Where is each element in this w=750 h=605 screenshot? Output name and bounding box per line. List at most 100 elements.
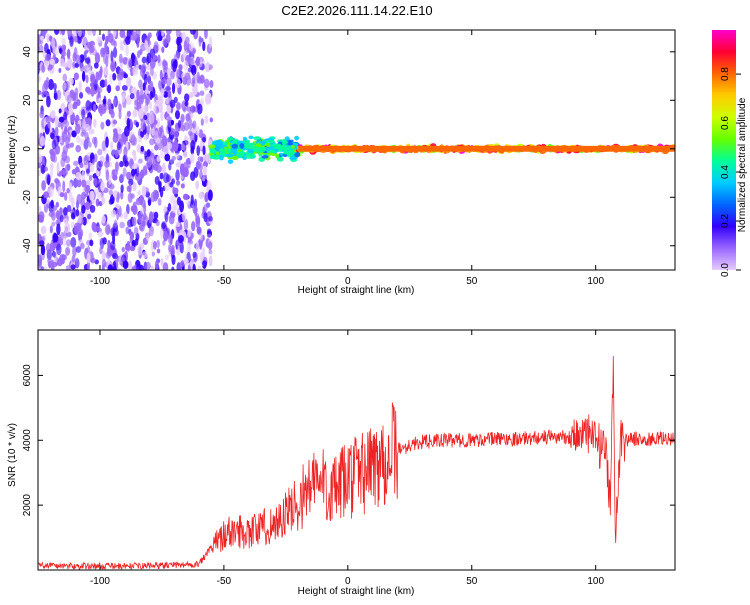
heatmap-cell	[104, 41, 108, 53]
heatmap-cell	[81, 170, 86, 182]
heatmap-cell	[137, 135, 143, 143]
heatmap-cell	[135, 64, 139, 71]
heatmap-cell	[122, 167, 127, 177]
heatmap-cell	[159, 172, 164, 180]
heatmap-cell	[81, 179, 87, 188]
heatmap-cell	[66, 48, 71, 60]
heatmap-cell	[65, 239, 71, 247]
heatmap-cell	[146, 52, 152, 64]
heatmap-cell	[149, 138, 155, 146]
heatmap-cell	[63, 218, 68, 224]
heatmap-cell	[194, 125, 200, 136]
heatmap-cell	[40, 266, 45, 270]
heatmap-cell	[110, 50, 114, 63]
heatmap-cell	[183, 121, 190, 131]
heatmap-cell	[202, 175, 206, 182]
heatmap-cell	[135, 121, 140, 128]
heatmap-cell	[82, 216, 87, 226]
heatmap-cell	[155, 137, 161, 144]
heatmap-cell	[72, 52, 77, 63]
heatmap-cell	[136, 143, 141, 153]
heatmap-cell	[38, 240, 45, 246]
heatmap-cell	[208, 35, 213, 48]
heatmap-cell	[147, 32, 152, 39]
heatmap-cell	[101, 215, 106, 224]
heatmap-cell	[144, 150, 148, 159]
heatmap-cell	[287, 141, 294, 146]
heatmap-cell	[85, 74, 89, 84]
heatmap-cell	[107, 84, 112, 94]
heatmap-cell	[90, 86, 95, 97]
heatmap-cell	[195, 180, 199, 189]
heatmap-cell	[39, 110, 45, 119]
heatmap-cell	[222, 141, 228, 146]
heatmap-cell	[121, 93, 126, 103]
heatmap-cell	[162, 38, 168, 47]
snr-xlabel: Height of straight line (km)	[298, 586, 415, 597]
heatmap-cell	[119, 40, 124, 50]
heatmap-cell	[107, 33, 114, 44]
heatmap-cell	[130, 193, 135, 199]
heatmap-cell	[203, 212, 208, 223]
heatmap-cell	[143, 212, 147, 221]
heatmap-cell	[105, 136, 109, 148]
heatmap-cell	[62, 62, 69, 68]
heatmap-cell	[203, 78, 210, 89]
heatmap-cell	[73, 160, 79, 166]
heatmap-cell	[78, 80, 83, 93]
heatmap-cell	[167, 90, 172, 98]
heatmap-cell	[48, 262, 52, 269]
heatmap-cell	[59, 135, 63, 143]
heatmap-cell	[47, 258, 53, 264]
heatmap-cell	[167, 136, 173, 144]
heatmap-cell	[294, 135, 299, 141]
spectrogram-ticks: -100 -50 0 50 100 -40 -20 0 20 40	[22, 30, 675, 287]
heatmap-cell	[146, 124, 151, 136]
heatmap-cell	[196, 71, 200, 84]
heatmap-cell	[167, 233, 173, 245]
heatmap-cell	[112, 128, 118, 134]
heatmap-cell	[229, 148, 238, 153]
heatmap-cell	[141, 220, 146, 227]
x-tick-label: -50	[217, 576, 232, 587]
heatmap-cell	[131, 266, 135, 270]
heatmap-cell	[108, 189, 113, 196]
heatmap-cell	[56, 243, 62, 256]
heatmap-cell	[140, 145, 145, 152]
heatmap-cell	[88, 232, 93, 241]
heatmap-cell	[137, 158, 143, 164]
heatmap-cell	[208, 144, 217, 149]
heatmap-cell	[139, 48, 143, 55]
heatmap-cell	[156, 248, 161, 254]
heatmap-cell	[82, 119, 86, 129]
heatmap-cell	[59, 207, 63, 215]
heatmap-cell	[110, 141, 114, 151]
heatmap-cell	[94, 52, 101, 65]
heatmap-cell	[206, 232, 212, 239]
heatmap-cell	[51, 221, 56, 227]
heatmap-cell	[265, 142, 271, 147]
heatmap-cell	[281, 138, 287, 145]
heatmap-cell	[253, 136, 262, 141]
heatmap-cell	[290, 145, 295, 149]
heatmap-cell	[91, 221, 96, 232]
heatmap-cell	[85, 201, 91, 210]
colorbar-label: Normalized spectral amplitude	[737, 97, 748, 232]
heatmap-cell	[77, 30, 83, 37]
heatmap-cell	[94, 188, 99, 194]
heatmap-cell	[171, 205, 177, 213]
heatmap-cell	[242, 136, 248, 142]
heatmap-cell	[161, 30, 165, 37]
heatmap-cell	[74, 87, 79, 96]
heatmap-cell	[75, 171, 82, 181]
heatmap-cell	[90, 73, 96, 84]
x-tick-label: -100	[90, 276, 110, 287]
heatmap-cell	[75, 144, 81, 153]
heatmap-cell	[171, 266, 175, 270]
heatmap-cell	[118, 128, 122, 134]
heatmap-cell	[58, 67, 62, 74]
heatmap-cell	[157, 95, 162, 104]
heatmap-cell	[242, 156, 247, 161]
heatmap-cell	[141, 185, 147, 198]
